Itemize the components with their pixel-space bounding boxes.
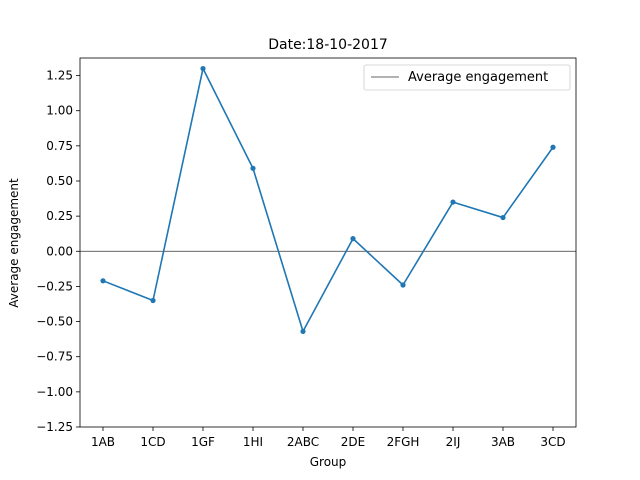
y-tick-label: −0.25	[36, 279, 73, 293]
plot-area	[80, 58, 576, 427]
y-axis-ticks: −1.25 −1.00 −0.75 −0.50 −0.25 0.00 0.25 0.50 0.7…	[36, 69, 80, 434]
x-tick-label: 2IJ	[446, 435, 461, 449]
x-tick-label: 3CD	[540, 435, 565, 449]
y-tick-label: 0.75	[46, 139, 73, 153]
y-tick-label: 1.25	[46, 69, 73, 83]
y-tick-label: −1.00	[36, 385, 73, 399]
series-line	[102, 67, 554, 333]
x-axis-label: Group	[310, 455, 347, 469]
y-tick-label: 0.50	[46, 174, 73, 188]
x-tick-label: 2DE	[341, 435, 365, 449]
x-tick-label: 1AB	[91, 435, 115, 449]
data-point	[250, 165, 256, 171]
x-tick-label: 1GF	[191, 435, 215, 449]
chart-title: Date:18-10-2017	[268, 37, 388, 53]
series-points	[100, 65, 556, 335]
y-tick-label: 0.25	[46, 209, 73, 223]
x-tick-label: 2ABC	[287, 435, 319, 449]
data-point	[500, 214, 506, 221]
data-point	[100, 278, 106, 284]
y-tick-label: −0.75	[36, 350, 73, 364]
x-tick-label: 1CD	[140, 435, 165, 449]
x-tick-label: 2FGH	[387, 435, 420, 449]
y-tick-label: −1.25	[36, 420, 73, 434]
data-point	[200, 65, 206, 72]
legend-label: Average engagement	[408, 70, 548, 85]
data-point	[400, 282, 406, 288]
data-point	[450, 199, 456, 205]
x-tick-label: 3AB	[491, 435, 515, 449]
y-tick-label: −0.50	[36, 315, 73, 329]
y-axis-label: Average engagement	[7, 178, 21, 308]
data-point	[350, 236, 356, 242]
legend-box	[363, 64, 571, 91]
x-axis-ticks: 1AB 1CD 1GF 1HI 2ABC 2DE 2FGH 2IJ 3AB 3CD	[91, 427, 566, 449]
data-point	[300, 328, 306, 335]
x-tick-label: 1HI	[243, 435, 263, 449]
data-point	[550, 144, 556, 150]
data-point	[150, 297, 156, 304]
plot-frame	[79, 57, 577, 428]
y-tick-label: 1.00	[46, 104, 73, 118]
y-tick-label: 0.00	[46, 244, 73, 258]
legend: Average engagement	[363, 64, 571, 91]
